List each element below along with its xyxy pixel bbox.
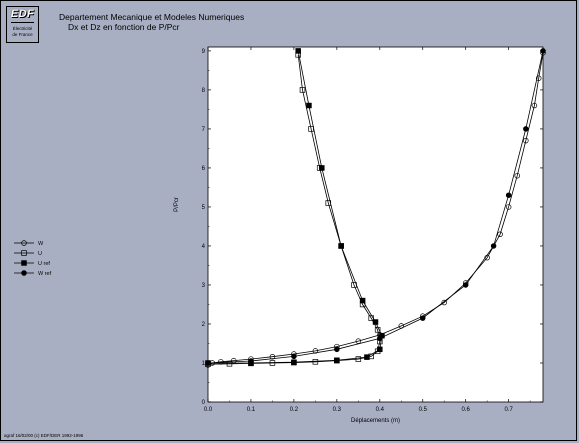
data-point-w-ref	[462, 282, 469, 288]
y-axis-label: P/Pcr	[174, 197, 180, 212]
data-point-w	[535, 75, 542, 81]
logo-subtitle-line1: Électricité	[12, 26, 33, 31]
data-point-w-ref	[377, 335, 383, 342]
logo-subtitle-line2: de France	[12, 32, 33, 37]
y-tick-label: 3	[202, 283, 206, 289]
legend-marker-u-ref	[21, 260, 27, 266]
data-point-w-ref	[540, 48, 546, 54]
data-point-u-ref	[295, 48, 301, 54]
legend-marker-u	[21, 250, 27, 256]
x-tick-label: 0.7	[504, 407, 513, 413]
department-title: Departement Mecanique et Modeles Numeriq…	[59, 12, 245, 22]
data-point-u-ref	[372, 319, 379, 325]
data-point-w-ref	[334, 346, 340, 353]
y-tick-label: 6	[202, 166, 206, 172]
legend-marker-w	[21, 240, 27, 246]
y-tick-label: 1	[202, 361, 206, 367]
data-point-u-ref	[319, 165, 325, 171]
data-point-w	[523, 137, 529, 144]
data-point-w-ref	[505, 192, 512, 198]
plot-area	[207, 46, 544, 403]
x-tick-label: 0.4	[376, 407, 385, 413]
data-point-w	[441, 299, 447, 306]
data-point-w	[269, 353, 276, 360]
data-point-u-ref	[334, 357, 340, 364]
y-tick-label: 7	[202, 127, 206, 133]
x-tick-label: 0.5	[419, 407, 428, 413]
x-axis-label: Déplacements (m)	[351, 418, 400, 424]
edf-logo: EDF Électricité de France	[6, 6, 39, 43]
x-tick-label: 0.3	[333, 407, 342, 413]
data-point-w-ref	[205, 360, 211, 366]
x-tick-label: 0.6	[462, 407, 471, 413]
data-point-w-ref	[490, 243, 497, 249]
data-point-w-ref	[248, 358, 254, 364]
y-tick-label: 4	[202, 244, 206, 250]
y-tick-label: 2	[202, 322, 206, 328]
series-line-w	[207, 52, 544, 366]
data-point-u-ref	[364, 354, 370, 360]
data-point-w-ref	[523, 126, 529, 132]
data-point-w-ref	[419, 315, 426, 321]
legend-marker-w-ref	[21, 270, 27, 276]
data-point-w	[505, 204, 512, 210]
legend-label-u: U	[38, 251, 42, 257]
data-point-u-ref	[359, 297, 366, 304]
legend-label-w-ref: W ref	[38, 271, 52, 277]
logo-brand: EDF	[10, 8, 35, 20]
data-point-u	[299, 87, 306, 93]
data-point-u-ref	[306, 102, 312, 109]
data-point-w	[531, 102, 538, 109]
data-point-w	[514, 172, 520, 179]
logo-divider	[11, 22, 34, 23]
data-point-w	[312, 348, 319, 354]
x-tick-label: 0.1	[247, 407, 256, 413]
y-tick-label: 9	[202, 49, 206, 55]
y-tick-label: 5	[202, 205, 206, 211]
data-point-u	[355, 356, 362, 362]
x-tick-label: 0.0	[204, 407, 213, 413]
legend-label-w: W	[38, 241, 44, 247]
footer-credit: agraf 16/02/00 (c) EDF/DER 1992-1996	[4, 433, 84, 438]
y-tick-label: 0	[202, 400, 206, 406]
data-point-w	[497, 231, 503, 238]
y-tick-label: 8	[202, 88, 206, 94]
data-point-u-ref	[291, 359, 297, 365]
legend-label-u-ref: U ref	[38, 261, 50, 267]
data-point-u-ref	[377, 346, 383, 353]
x-tick-label: 0.2	[290, 407, 299, 413]
data-point-w-ref	[291, 353, 297, 360]
data-point-u	[226, 361, 233, 367]
data-point-u-ref	[338, 243, 344, 249]
data-point-u	[312, 359, 319, 365]
chart-title: Dx et Dz en fonction de P/Pcr	[68, 22, 180, 32]
